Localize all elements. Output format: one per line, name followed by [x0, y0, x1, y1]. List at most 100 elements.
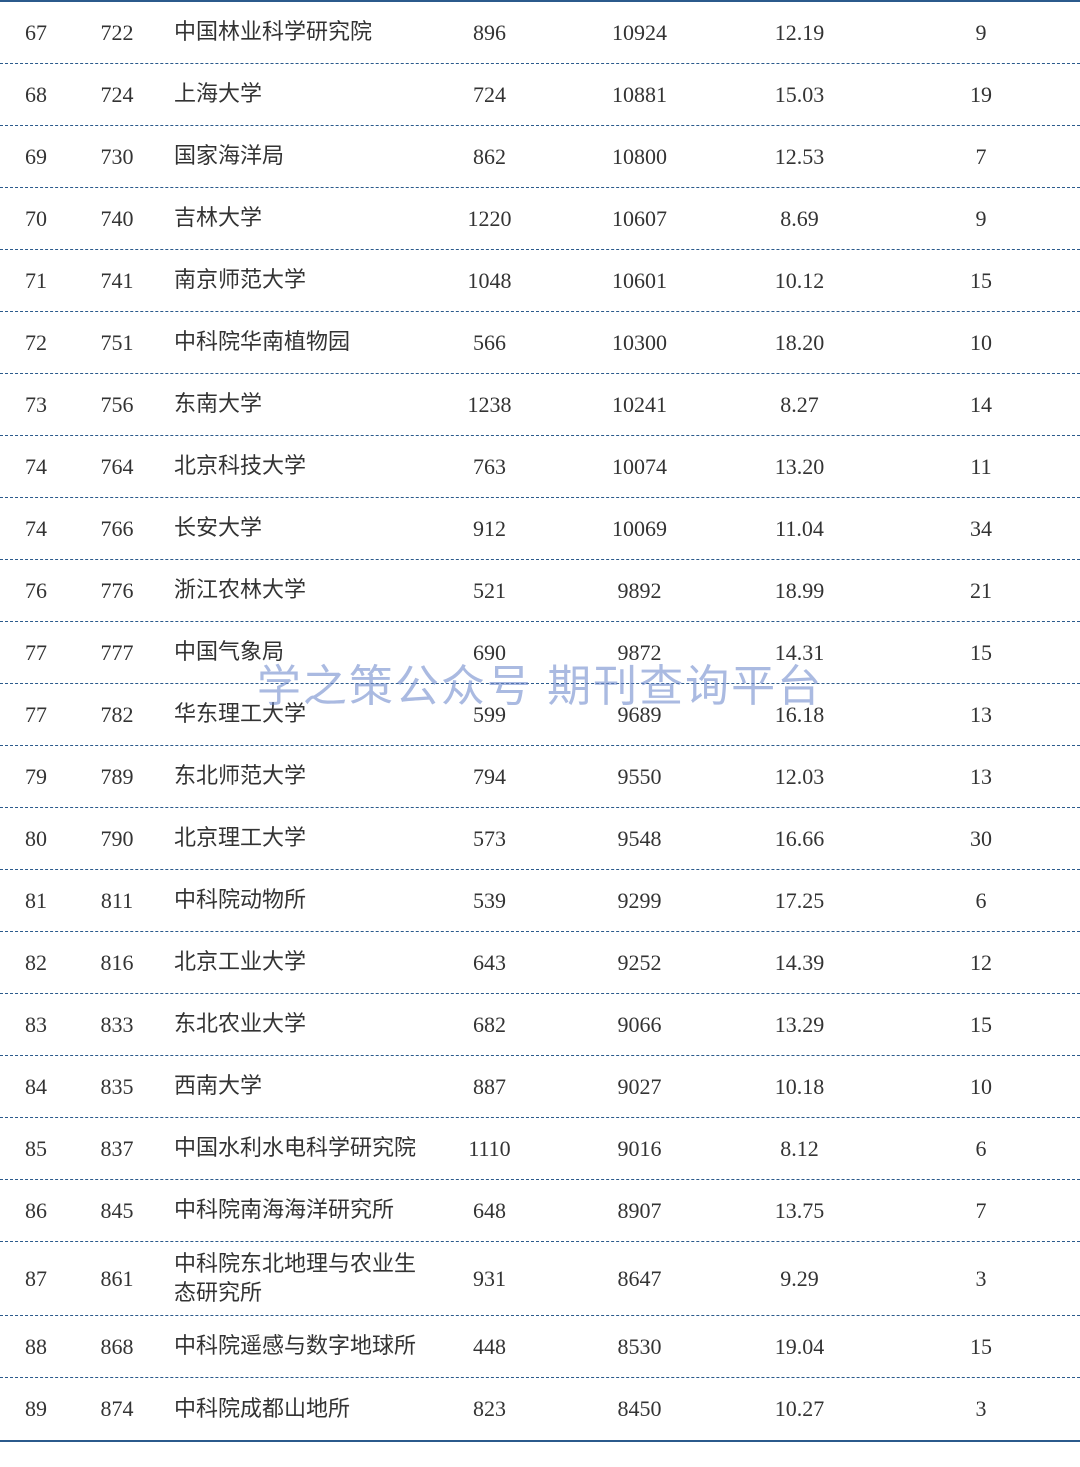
- cell-c3: 西南大学: [162, 1072, 417, 1101]
- table-row: 83833东北农业大学682906613.2915: [0, 994, 1080, 1056]
- table-row: 87861中科院东北地理与农业生态研究所93186479.293: [0, 1242, 1080, 1316]
- cell-c6: 8.12: [717, 1136, 882, 1162]
- cell-c4: 931: [417, 1266, 562, 1292]
- cell-c6: 9.29: [717, 1266, 882, 1292]
- cell-c1: 69: [0, 144, 72, 170]
- table-row: 74766长安大学9121006911.0434: [0, 498, 1080, 560]
- cell-c7: 10: [882, 1074, 1080, 1100]
- cell-c2: 816: [72, 950, 162, 976]
- cell-c5: 10607: [562, 206, 717, 232]
- cell-c2: 845: [72, 1198, 162, 1224]
- cell-c7: 6: [882, 888, 1080, 914]
- cell-c1: 76: [0, 578, 72, 604]
- cell-c4: 643: [417, 950, 562, 976]
- cell-c6: 16.66: [717, 826, 882, 852]
- cell-c6: 19.04: [717, 1334, 882, 1360]
- cell-c1: 67: [0, 20, 72, 46]
- cell-c1: 87: [0, 1266, 72, 1292]
- ranking-table: 67722中国林业科学研究院8961092412.19968724上海大学724…: [0, 0, 1080, 1442]
- cell-c2: 833: [72, 1012, 162, 1038]
- cell-c1: 83: [0, 1012, 72, 1038]
- cell-c3: 中国林业科学研究院: [162, 18, 417, 47]
- table-row: 77782华东理工大学599968916.1813: [0, 684, 1080, 746]
- cell-c4: 690: [417, 640, 562, 666]
- cell-c3: 北京科技大学: [162, 452, 417, 481]
- table-row: 86845中科院南海海洋研究所648890713.757: [0, 1180, 1080, 1242]
- cell-c7: 3: [882, 1396, 1080, 1422]
- table-row: 69730国家海洋局8621080012.537: [0, 126, 1080, 188]
- cell-c6: 12.03: [717, 764, 882, 790]
- cell-c7: 11: [882, 454, 1080, 480]
- cell-c6: 11.04: [717, 516, 882, 542]
- cell-c5: 10241: [562, 392, 717, 418]
- cell-c7: 15: [882, 268, 1080, 294]
- cell-c1: 79: [0, 764, 72, 790]
- cell-c7: 13: [882, 764, 1080, 790]
- cell-c4: 566: [417, 330, 562, 356]
- cell-c2: 868: [72, 1334, 162, 1360]
- cell-c4: 724: [417, 82, 562, 108]
- cell-c4: 912: [417, 516, 562, 542]
- cell-c3: 中科院动物所: [162, 886, 417, 915]
- cell-c2: 782: [72, 702, 162, 728]
- cell-c6: 13.29: [717, 1012, 882, 1038]
- table-row: 67722中国林业科学研究院8961092412.199: [0, 2, 1080, 64]
- cell-c5: 10924: [562, 20, 717, 46]
- cell-c3: 华东理工大学: [162, 700, 417, 729]
- cell-c6: 10.18: [717, 1074, 882, 1100]
- cell-c5: 10300: [562, 330, 717, 356]
- cell-c6: 18.20: [717, 330, 882, 356]
- cell-c7: 9: [882, 206, 1080, 232]
- cell-c6: 18.99: [717, 578, 882, 604]
- table-row: 72751中科院华南植物园5661030018.2010: [0, 312, 1080, 374]
- cell-c3: 北京理工大学: [162, 824, 417, 853]
- cell-c2: 874: [72, 1396, 162, 1422]
- cell-c1: 80: [0, 826, 72, 852]
- cell-c5: 9252: [562, 950, 717, 976]
- cell-c1: 72: [0, 330, 72, 356]
- cell-c4: 862: [417, 144, 562, 170]
- cell-c3: 中科院成都山地所: [162, 1395, 417, 1424]
- cell-c5: 9689: [562, 702, 717, 728]
- cell-c4: 1220: [417, 206, 562, 232]
- cell-c3: 中科院遥感与数字地球所: [162, 1332, 417, 1361]
- cell-c5: 9066: [562, 1012, 717, 1038]
- cell-c4: 1110: [417, 1136, 562, 1162]
- cell-c5: 9892: [562, 578, 717, 604]
- table-row: 85837中国水利水电科学研究院111090168.126: [0, 1118, 1080, 1180]
- cell-c6: 15.03: [717, 82, 882, 108]
- cell-c2: 751: [72, 330, 162, 356]
- cell-c7: 34: [882, 516, 1080, 542]
- cell-c5: 10800: [562, 144, 717, 170]
- cell-c7: 30: [882, 826, 1080, 852]
- cell-c5: 9548: [562, 826, 717, 852]
- table-row: 89874中科院成都山地所823845010.273: [0, 1378, 1080, 1440]
- cell-c3: 中国水利水电科学研究院: [162, 1134, 417, 1163]
- cell-c3: 中科院南海海洋研究所: [162, 1196, 417, 1225]
- table-row: 71741南京师范大学10481060110.1215: [0, 250, 1080, 312]
- cell-c4: 794: [417, 764, 562, 790]
- cell-c5: 8647: [562, 1266, 717, 1292]
- cell-c4: 573: [417, 826, 562, 852]
- cell-c7: 9: [882, 20, 1080, 46]
- cell-c3: 上海大学: [162, 80, 417, 109]
- cell-c1: 88: [0, 1334, 72, 1360]
- cell-c7: 10: [882, 330, 1080, 356]
- cell-c5: 10069: [562, 516, 717, 542]
- cell-c1: 89: [0, 1396, 72, 1422]
- cell-c4: 448: [417, 1334, 562, 1360]
- cell-c3: 东北师范大学: [162, 762, 417, 791]
- cell-c2: 790: [72, 826, 162, 852]
- cell-c1: 71: [0, 268, 72, 294]
- cell-c2: 861: [72, 1266, 162, 1292]
- cell-c5: 9027: [562, 1074, 717, 1100]
- cell-c2: 724: [72, 82, 162, 108]
- cell-c7: 3: [882, 1266, 1080, 1292]
- table-row: 68724上海大学7241088115.0319: [0, 64, 1080, 126]
- cell-c4: 896: [417, 20, 562, 46]
- table-row: 81811中科院动物所539929917.256: [0, 870, 1080, 932]
- table-row: 73756东南大学1238102418.2714: [0, 374, 1080, 436]
- table-row: 79789东北师范大学794955012.0313: [0, 746, 1080, 808]
- cell-c5: 9299: [562, 888, 717, 914]
- cell-c4: 823: [417, 1396, 562, 1422]
